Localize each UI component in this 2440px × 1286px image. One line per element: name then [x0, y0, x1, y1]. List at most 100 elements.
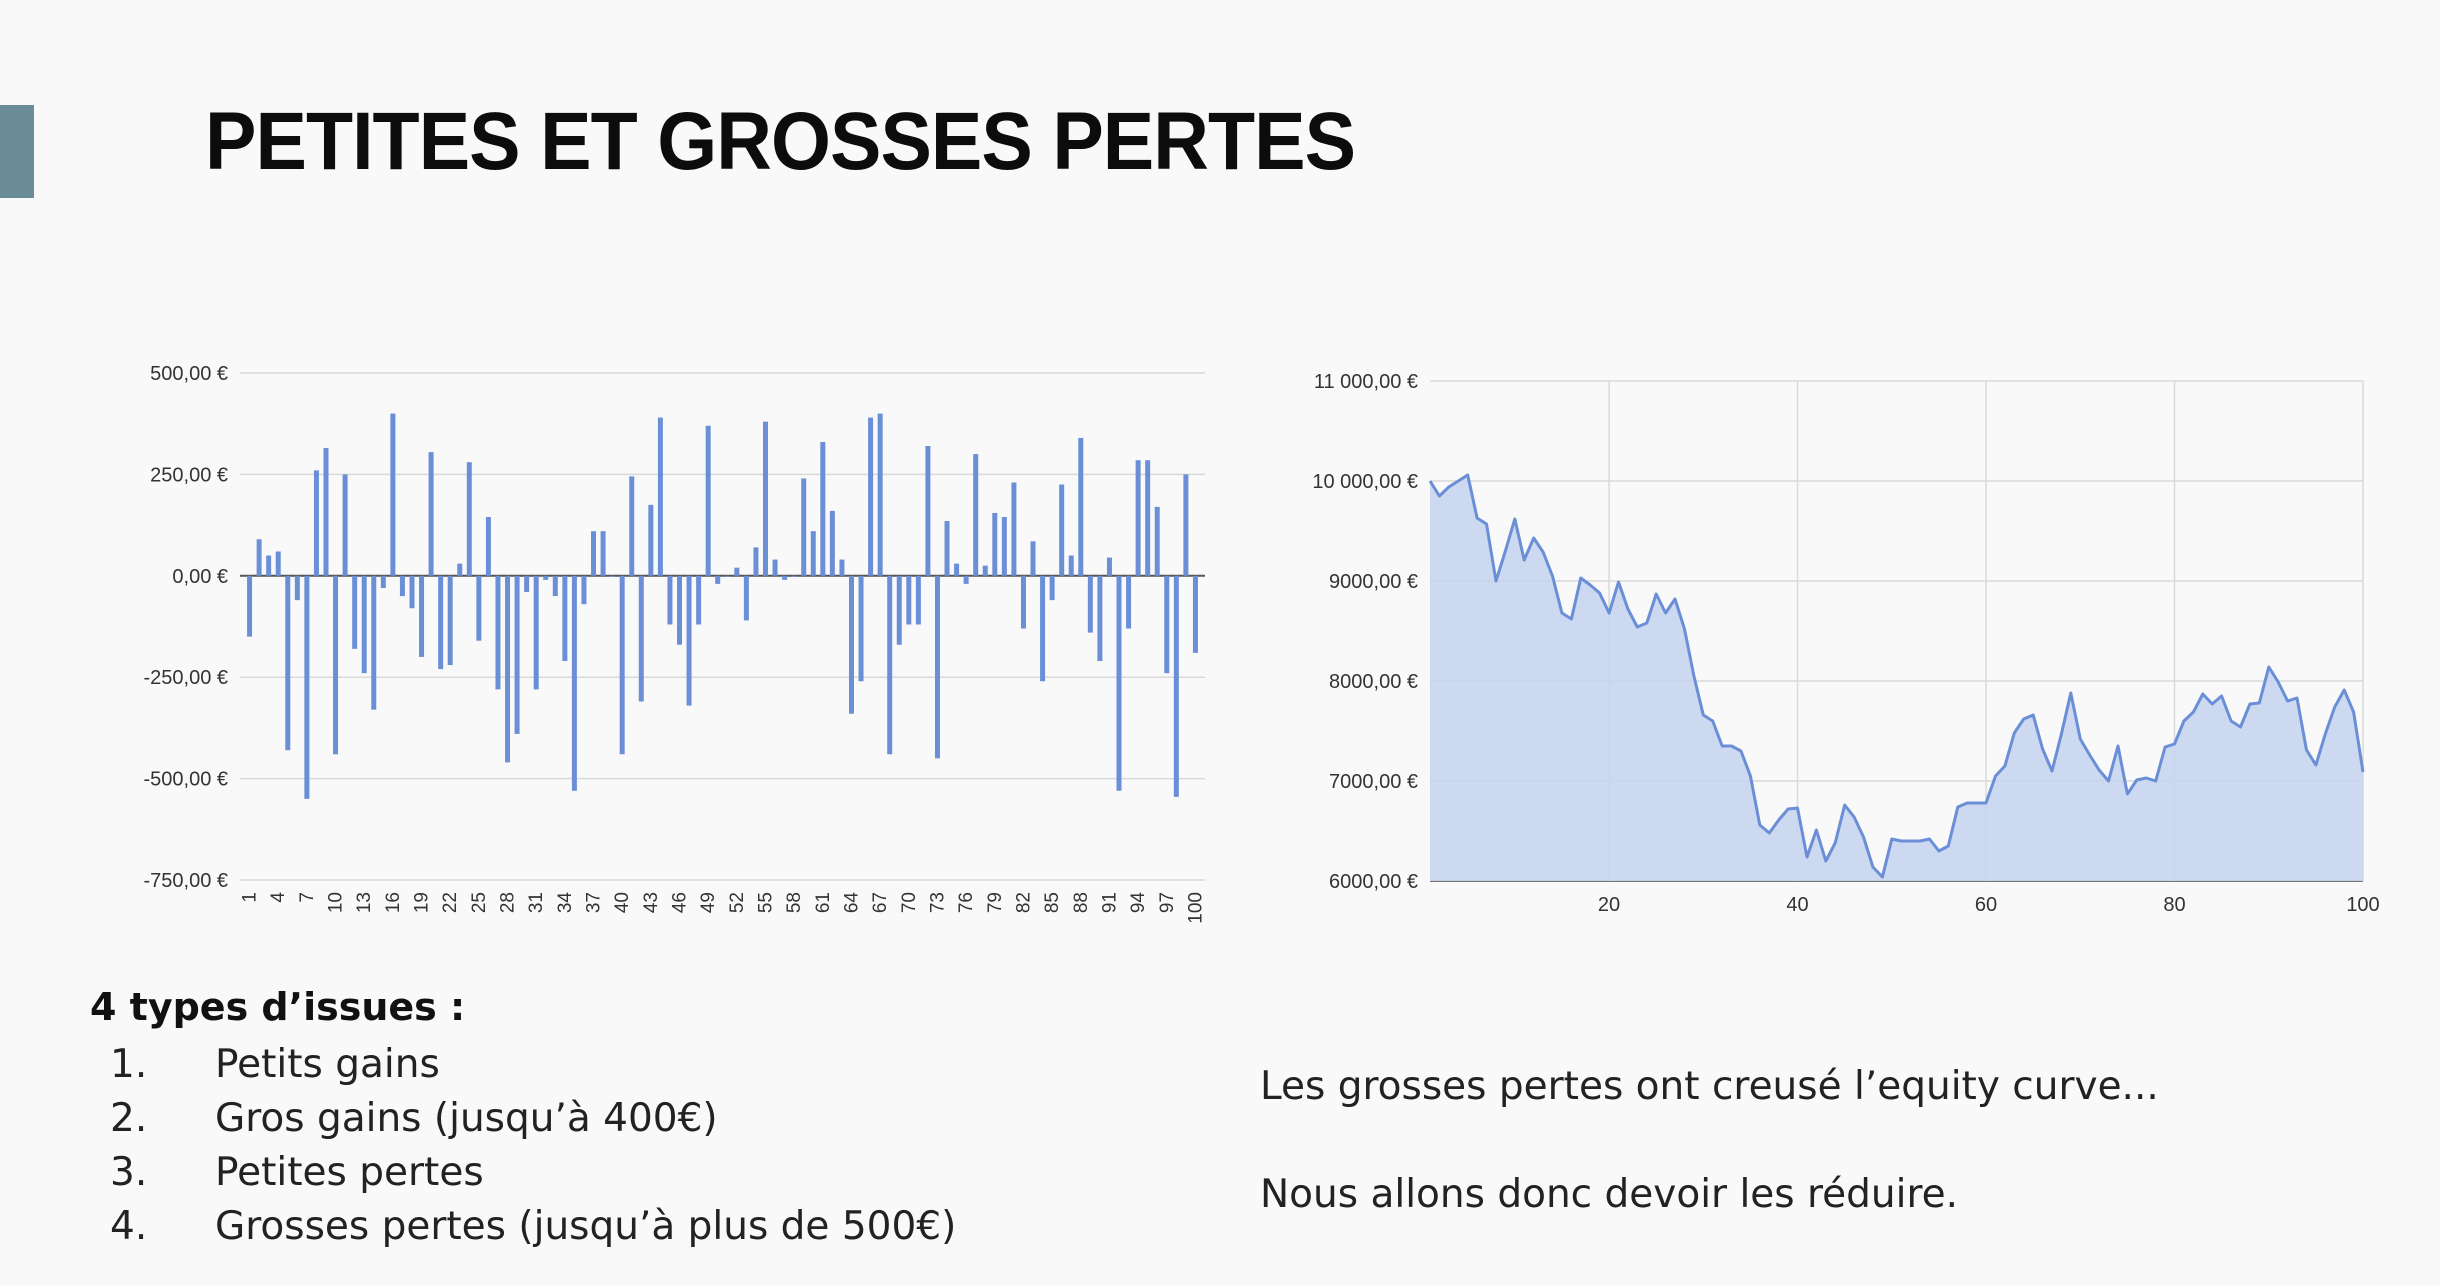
equity-x-tick-label: 80: [2163, 894, 2185, 916]
comment-equity-curve: Les grosses pertes ont creusé l’equity c…: [1260, 1064, 2159, 1109]
outcome-item: 4. Grosses pertes (jusqu’à plus de 500€): [110, 1200, 956, 1254]
bar-mark: [361, 575, 367, 674]
outcome-text: Petites pertes: [215, 1150, 484, 1195]
bar-mark: [1154, 506, 1160, 576]
bar-mark: [801, 478, 807, 576]
bar-y-tick-label: -750,00 €: [143, 870, 228, 892]
equity-y-tick-label: 8000,00 €: [1329, 671, 1418, 693]
bar-mark: [820, 441, 826, 576]
bar-mark: [304, 575, 310, 799]
outcome-item: 1. Petits gains: [110, 1038, 956, 1092]
bar-mark: [247, 575, 253, 637]
bar-mark: [677, 575, 683, 645]
bar-mark: [619, 575, 625, 755]
bar-mark: [323, 448, 329, 576]
bar-mark: [533, 575, 539, 690]
bar-x-tick-label: 61: [813, 892, 834, 913]
bar-chart: 500,00 € 250,00 € 0,00 € -250,00 € -500,00 €…: [143, 363, 1206, 924]
bar-mark: [476, 575, 482, 641]
bar-x-tick-label: 85: [1042, 892, 1063, 913]
bar-mark: [992, 512, 998, 576]
bar-mark: [648, 504, 654, 576]
bar-mark: [591, 531, 597, 576]
bar-y-tick-label: 0,00 €: [172, 566, 228, 588]
bar-mark: [1126, 575, 1132, 629]
bar-mark: [447, 575, 453, 666]
bar-mark: [1097, 575, 1103, 661]
bar-x-tick-label: 1: [240, 892, 261, 903]
bar-mark: [629, 476, 635, 576]
equity-y-tick-label: 6000,00 €: [1329, 871, 1418, 893]
bar-mark: [868, 417, 874, 576]
bar-mark: [543, 575, 549, 580]
bar-mark: [1040, 575, 1046, 682]
bar-mark: [1192, 575, 1198, 653]
bar-mark: [925, 446, 931, 576]
bar-x-tick-label: 43: [641, 892, 662, 913]
bar-x-tick-label: 31: [526, 892, 547, 913]
bar-mark: [600, 531, 606, 576]
title-accent-bar: [0, 105, 34, 198]
bar-mark: [696, 575, 702, 625]
bar-x-tick-label: 4: [268, 892, 289, 903]
bar-mark: [858, 575, 864, 682]
bar-mark: [514, 575, 520, 734]
bar-mark: [342, 474, 348, 576]
bar-mark: [791, 575, 797, 577]
bar-mark: [896, 575, 902, 645]
bar-mark: [963, 575, 969, 584]
bar-mark: [1183, 474, 1189, 576]
bar-mark: [772, 559, 778, 576]
bar-mark: [562, 575, 568, 661]
bar-mark: [743, 575, 749, 621]
bar-mark: [1030, 541, 1036, 576]
bar-x-tick-label: 40: [612, 892, 633, 913]
bar-mark: [734, 567, 740, 576]
bar-mark: [667, 575, 673, 625]
bar-mark: [705, 425, 711, 576]
bar-mark: [1135, 460, 1141, 576]
bar-x-tick-label: 46: [670, 892, 691, 913]
bar-mark: [419, 575, 425, 657]
bar-x-tick-label: 82: [1013, 892, 1034, 913]
bar-mark: [409, 575, 415, 609]
bar-x-tick-label: 28: [498, 892, 519, 913]
bar-mark: [1049, 575, 1055, 601]
outcome-item: 3. Petites pertes: [110, 1146, 956, 1200]
bar-mark: [762, 421, 768, 576]
bar-chart-y-ticks: 500,00 € 250,00 € 0,00 € -250,00 € -500,00 €…: [143, 363, 228, 892]
bar-mark: [571, 575, 577, 791]
bar-mark: [285, 575, 291, 751]
bar-mark: [294, 575, 300, 601]
bar-mark: [275, 551, 281, 576]
outcome-item: 2. Gros gains (jusqu’à 400€): [110, 1092, 956, 1146]
bar-mark: [638, 575, 644, 702]
outcome-text: Petits gains: [215, 1042, 440, 1087]
equity-x-tick-label: 20: [1598, 894, 1620, 916]
bar-mark: [657, 417, 663, 576]
bar-mark: [1001, 516, 1007, 576]
bar-mark: [715, 575, 721, 584]
slide-title: PETITES ET GROSSES PERTES: [205, 96, 1356, 187]
bar-x-tick-label: 58: [784, 892, 805, 913]
bar-mark: [915, 575, 921, 625]
bar-mark: [1068, 555, 1074, 576]
outcome-number: 1.: [110, 1042, 148, 1087]
bar-x-tick-label: 70: [899, 892, 920, 913]
bar-mark: [333, 575, 339, 755]
bar-mark: [1106, 557, 1112, 576]
bar-mark: [266, 555, 272, 576]
equity-x-tick-label: 40: [1786, 894, 1808, 916]
bar-mark: [524, 575, 530, 593]
outcome-number: 4.: [110, 1204, 148, 1249]
bar-mark: [839, 559, 845, 576]
bar-y-tick-label: -250,00 €: [143, 667, 228, 689]
bar-mark: [256, 539, 262, 576]
bar-x-tick-label: 94: [1128, 892, 1149, 914]
outcomes-heading: 4 types d’issues :: [90, 985, 466, 1029]
bar-mark: [954, 563, 960, 576]
bar-mark: [457, 563, 463, 576]
bar-mark: [782, 575, 788, 580]
bar-mark: [438, 575, 444, 670]
bar-mark: [1011, 482, 1017, 576]
